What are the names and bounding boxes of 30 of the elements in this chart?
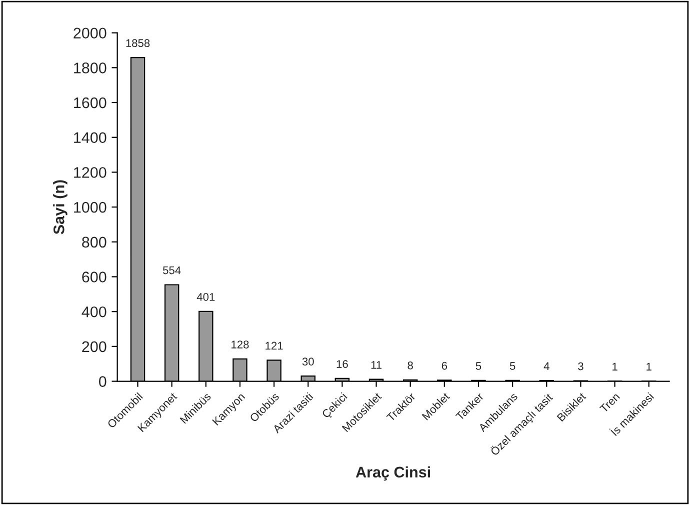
data-label: 554 bbox=[162, 266, 181, 274]
y-axis-title: Sayi (n) bbox=[53, 180, 68, 234]
data-label: 3 bbox=[578, 362, 584, 370]
data-label: 4 bbox=[544, 362, 550, 370]
data-label: 11 bbox=[371, 361, 382, 369]
x-tick-label: Tren bbox=[599, 392, 620, 414]
y-tick-label: 1600 bbox=[74, 97, 106, 108]
data-label: 1 bbox=[646, 362, 652, 370]
data-label: 1 bbox=[612, 362, 618, 370]
data-label: 6 bbox=[442, 362, 448, 370]
y-tick-label: 1400 bbox=[74, 132, 106, 144]
y-tick-label: 400 bbox=[82, 306, 106, 318]
data-label: 1858 bbox=[126, 39, 150, 48]
data-label: 30 bbox=[302, 358, 314, 366]
data-label: 5 bbox=[476, 362, 482, 370]
data-label: 128 bbox=[232, 340, 249, 348]
y-tick-label: 0 bbox=[98, 376, 106, 387]
data-label: 8 bbox=[408, 361, 413, 370]
y-tick-label: 1000 bbox=[74, 202, 106, 213]
data-label: 401 bbox=[196, 293, 215, 301]
y-tick-label: 1800 bbox=[74, 62, 106, 74]
data-label: 5 bbox=[510, 362, 516, 370]
y-tick-label: 800 bbox=[82, 236, 106, 248]
data-label: 16 bbox=[336, 360, 348, 368]
y-tick-label: 600 bbox=[82, 272, 106, 282]
y-tick-label: 1200 bbox=[74, 167, 106, 178]
x-axis-title: Araç Cinsi bbox=[356, 466, 430, 481]
data-label: 121 bbox=[266, 342, 283, 350]
y-tick-label: 200 bbox=[82, 341, 106, 352]
y-tick-label: 2000 bbox=[74, 28, 106, 39]
